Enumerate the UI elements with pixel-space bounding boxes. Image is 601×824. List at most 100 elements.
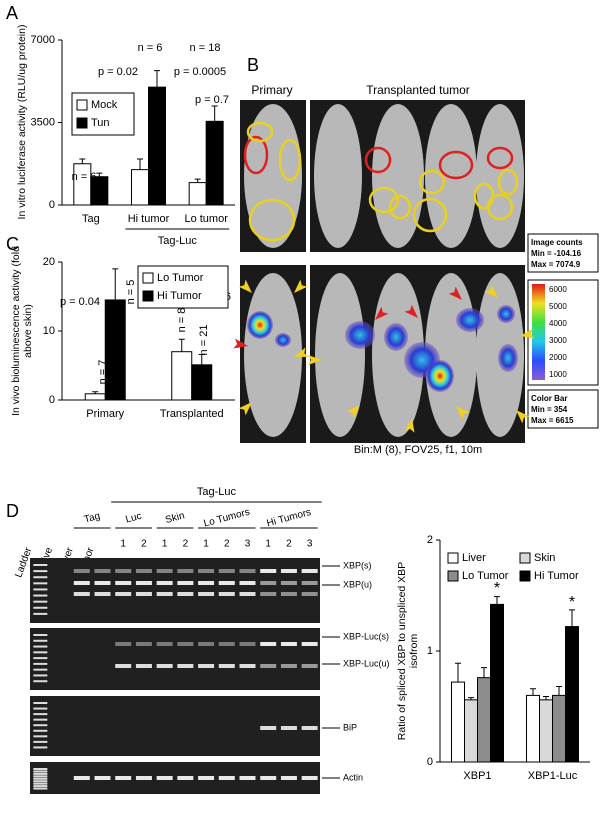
error-bar	[96, 172, 103, 177]
arrow	[294, 347, 309, 357]
band	[301, 726, 318, 730]
x-tick-label: Hi tumor	[128, 213, 170, 225]
tag-luc-label: Tag-Luc	[197, 486, 237, 498]
band	[280, 726, 297, 730]
tumor-outline	[418, 169, 446, 195]
lane-group-label: Hi Tumors	[266, 507, 313, 529]
band	[73, 776, 90, 780]
band	[115, 581, 132, 585]
band	[198, 581, 215, 585]
mouse	[314, 104, 362, 248]
band	[177, 776, 194, 780]
signal	[275, 333, 291, 347]
bar	[171, 351, 193, 401]
band	[73, 569, 90, 573]
signal	[384, 323, 408, 351]
error-bar	[455, 662, 461, 683]
bar	[526, 694, 540, 763]
tumor-outline	[364, 146, 392, 174]
info-max: Max = 7074.9	[531, 260, 581, 269]
bar	[148, 86, 166, 206]
bar	[552, 694, 566, 763]
arrow	[484, 284, 498, 298]
band	[94, 776, 111, 780]
error-bar	[556, 686, 562, 696]
arrow	[375, 306, 389, 320]
color-bar-tick: 5000	[549, 302, 567, 311]
y-tick-label: 0	[49, 394, 55, 406]
error-bar	[481, 667, 487, 678]
bar	[477, 677, 491, 763]
arrow	[516, 410, 530, 424]
ladder-band	[33, 707, 48, 710]
band	[239, 569, 256, 573]
mouse	[425, 104, 477, 248]
ladder-band	[33, 576, 48, 579]
band	[135, 664, 152, 668]
lane-label: 1	[265, 539, 271, 550]
annotation: n = 8	[176, 308, 188, 333]
info-max: Max = 6615	[531, 416, 574, 425]
lane-label: 2	[141, 539, 147, 550]
error-bar	[194, 178, 201, 183]
band	[115, 776, 132, 780]
ladder-band	[33, 735, 48, 738]
error-bar	[79, 158, 86, 164]
band-label: XBP(s)	[343, 560, 372, 570]
info-min: Min = -104.16	[531, 249, 582, 258]
arrow	[404, 418, 415, 433]
mouse	[315, 273, 365, 437]
color-bar-tick: 1000	[549, 370, 567, 379]
band	[301, 642, 318, 646]
band	[177, 569, 194, 573]
tumor-outline	[248, 198, 296, 242]
ladder-band	[33, 724, 48, 727]
band-label: BiP	[343, 722, 357, 732]
ladder-band	[33, 588, 48, 591]
error-bar	[92, 391, 99, 394]
band	[198, 776, 215, 780]
band	[94, 569, 111, 573]
band	[73, 592, 90, 596]
info-title: Image counts	[531, 238, 583, 247]
error-bar	[543, 696, 549, 700]
band	[198, 569, 215, 573]
band	[260, 726, 277, 730]
band	[260, 776, 277, 780]
signal	[426, 360, 454, 392]
error-bar	[154, 70, 160, 88]
color-bar	[532, 284, 545, 380]
ladder-band	[33, 702, 48, 704]
bar	[188, 182, 207, 206]
band	[115, 569, 132, 573]
tumor-outline	[388, 194, 412, 220]
band	[115, 642, 132, 646]
x-tick-label: Transplanted	[160, 408, 224, 420]
band	[218, 664, 235, 668]
x-group-label: Tag-Luc	[158, 235, 198, 247]
bar	[84, 393, 106, 401]
band	[280, 569, 297, 573]
ladder-band	[33, 634, 48, 636]
ladder-band	[33, 612, 48, 615]
error-bar	[112, 268, 119, 300]
panel-label: C	[6, 234, 19, 254]
y-axis-label: In vitro luciferase activity (RLU/ug pro…	[16, 24, 28, 220]
band	[239, 581, 256, 585]
band	[301, 776, 318, 780]
band	[239, 642, 256, 646]
x-tick-label: Primary	[86, 408, 124, 420]
band	[301, 569, 318, 573]
arrow	[520, 328, 535, 339]
legend-swatch	[447, 570, 459, 582]
signal	[345, 321, 375, 349]
y-tick-label: 2	[427, 534, 433, 546]
band	[260, 664, 277, 668]
gel-image	[30, 558, 320, 623]
ladder-band	[33, 787, 48, 790]
annotation: *	[569, 594, 575, 611]
gel-image	[30, 628, 320, 690]
band	[280, 776, 297, 780]
band-label: XBP-Luc(s)	[343, 631, 389, 641]
